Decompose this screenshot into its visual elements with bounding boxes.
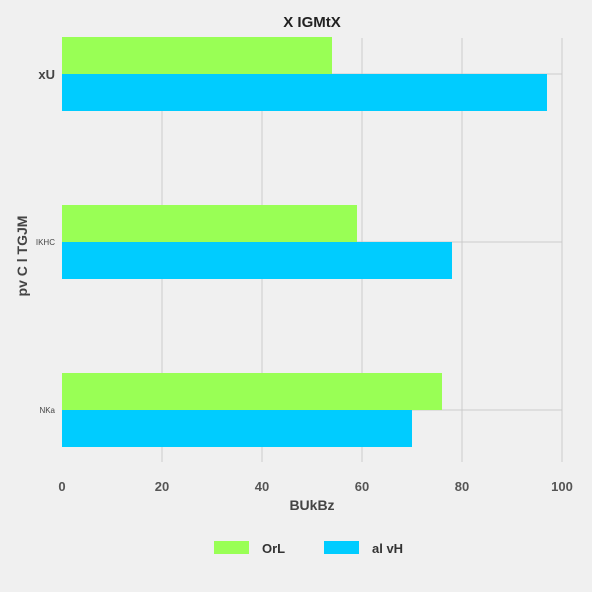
y-tick-label: IKHC <box>36 238 55 247</box>
legend-label: al vH <box>372 541 403 556</box>
x-tick-labels: 0 20 40 60 80 100 <box>58 479 572 494</box>
bar-series-2 <box>62 410 412 447</box>
x-axis-label: BUkBz <box>289 497 334 513</box>
legend-swatch <box>324 541 359 554</box>
chart-title: X IGMtX <box>283 14 341 31</box>
bar-series-1 <box>62 205 357 242</box>
bar-series-2 <box>62 242 452 279</box>
x-tick-label: 100 <box>551 479 573 494</box>
x-tick-label: 60 <box>355 479 369 494</box>
x-tick-label: 80 <box>455 479 469 494</box>
x-tick-label: 20 <box>155 479 169 494</box>
bars <box>62 37 547 447</box>
bar-series-1 <box>62 37 332 74</box>
y-tick-label: NKa <box>39 406 55 415</box>
x-tick-label: 40 <box>255 479 269 494</box>
bar-series-2 <box>62 74 547 111</box>
x-tick-label: 0 <box>58 479 65 494</box>
legend-label: OrL <box>262 541 285 556</box>
y-tick-label: xU <box>38 67 55 82</box>
legend-swatch <box>214 541 249 554</box>
legend: OrL al vH <box>214 541 403 556</box>
y-tick-labels: xU IKHC NKa <box>36 67 56 415</box>
y-axis-label: pv C l TGJM <box>14 216 30 297</box>
bar-series-1 <box>62 373 442 410</box>
